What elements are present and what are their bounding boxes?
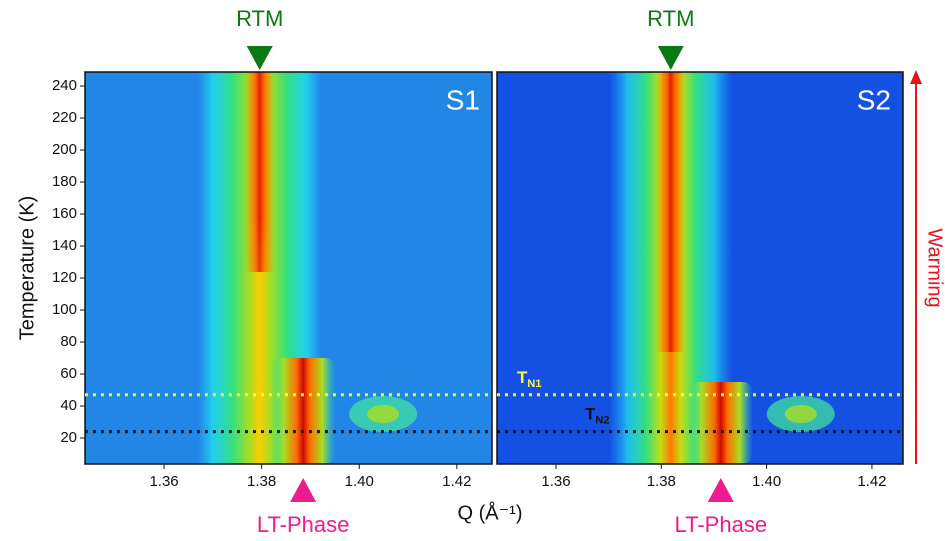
warming-arrow-head (910, 70, 922, 84)
annotation-label: LT-Phase (257, 512, 350, 537)
x-tick-label: 1.42 (857, 473, 886, 490)
y-tick-label: 200 (52, 141, 77, 158)
heatmap (497, 72, 903, 464)
lt-blob-core (367, 405, 400, 423)
annotation-marker (707, 478, 734, 502)
transition-label-sub: N2 (595, 415, 609, 427)
plot-frame (496, 71, 904, 465)
annotation-marker (290, 478, 317, 502)
y-tick-label: 180 (52, 173, 77, 190)
rtm-core (245, 72, 274, 272)
x-tick-label: 1.40 (752, 473, 781, 490)
annotation-label: RTM (236, 6, 283, 31)
annotation-marker (246, 46, 273, 70)
x-tick-label: 1.40 (345, 473, 374, 490)
x-tick-label: 1.36 (149, 473, 178, 490)
y-tick-label: 240 (52, 77, 77, 94)
transition-label: TN1 (517, 368, 541, 389)
y-tick-label: 160 (52, 205, 77, 222)
y-tick-label: 80 (60, 333, 77, 350)
transition-label-sub: N1 (527, 378, 541, 390)
transition-label-main: T (585, 405, 596, 424)
plot-frame (84, 71, 493, 465)
y-tick-label: 60 (60, 365, 77, 382)
rtm-core (656, 72, 685, 352)
y-tick-label: 120 (52, 269, 77, 286)
annotation-label: RTM (647, 6, 694, 31)
x-tick-label: 1.36 (541, 473, 570, 490)
y-axis-label: Temperature (K) (16, 196, 38, 341)
y-tick-label: 20 (60, 429, 77, 446)
lt-blob-core (784, 405, 817, 423)
y-tick-label: 40 (60, 397, 77, 414)
panel-title: S2 (857, 84, 891, 115)
lt-band (688, 382, 753, 464)
transition-label-main: T (517, 368, 528, 387)
heatmap (85, 72, 492, 464)
annotation-marker (657, 46, 684, 70)
y-tick-label: 220 (52, 109, 77, 126)
x-tick-label: 1.42 (442, 473, 471, 490)
warming-label: Warming (924, 228, 945, 307)
x-tick-label: 1.38 (247, 473, 276, 490)
transition-label: TN2 (585, 405, 609, 426)
y-tick-label: 100 (52, 301, 77, 318)
lt-band (271, 358, 336, 464)
x-axis-label: Q (Å⁻¹) (458, 501, 523, 524)
annotation-label: LT-Phase (675, 512, 768, 537)
y-tick-label: 140 (52, 237, 77, 254)
x-tick-label: 1.38 (647, 473, 676, 490)
panel-title: S1 (446, 84, 480, 115)
